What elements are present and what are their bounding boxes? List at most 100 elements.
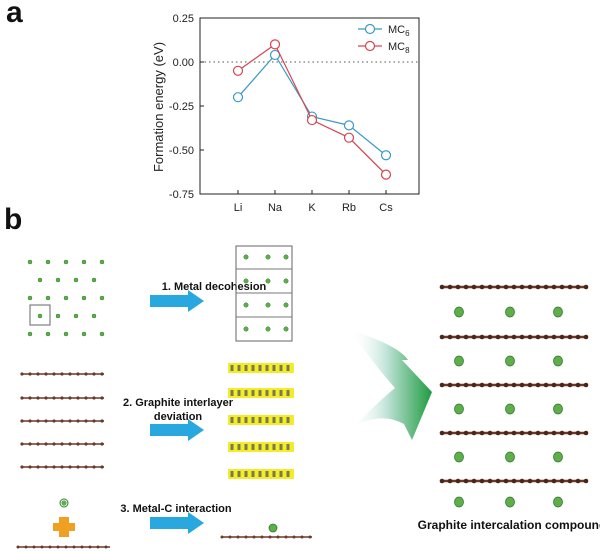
carbon-atom [36, 372, 40, 376]
carbon-atom [28, 442, 32, 446]
metal-atom [73, 277, 79, 283]
carbon-atom [439, 284, 445, 290]
metal-atom [243, 302, 249, 308]
carbon-atom [535, 284, 541, 290]
carbon-atom [258, 444, 262, 450]
legend-label-mc8: MC8 [388, 41, 410, 55]
step-3-arrow [150, 512, 204, 534]
carbon-atom [20, 419, 24, 423]
carbon-atom [551, 334, 557, 340]
carbon-atom [16, 545, 20, 549]
intercalated-metal-atom [454, 451, 464, 463]
carbon-atom [583, 478, 589, 484]
carbon-atom [100, 465, 104, 469]
metal-atom [45, 259, 51, 265]
carbon-atom [258, 390, 262, 396]
carbon-atom [439, 478, 445, 484]
carbon-atom [286, 390, 290, 396]
carbon-atom [567, 430, 573, 436]
unit-cell-outline [29, 304, 51, 326]
metal-atom [73, 313, 79, 319]
carbon-atom [272, 417, 276, 423]
metal-atom [283, 254, 289, 260]
carbon-atom [20, 465, 24, 469]
metal-atom [55, 277, 61, 283]
carbon-atom [36, 465, 40, 469]
carbon-atom [455, 334, 461, 340]
carbon-atom [100, 396, 104, 400]
carbon-atom [447, 478, 453, 484]
carbon-atom [511, 382, 517, 388]
legend-marker-mc6 [364, 23, 376, 35]
carbon-atom [575, 334, 581, 340]
carbon-atom [100, 419, 104, 423]
graphite-interlayer-highlighted [228, 363, 294, 479]
carbon-atom [284, 535, 288, 539]
carbon-atom [272, 365, 276, 371]
data-point [232, 92, 244, 103]
carbon-atom [495, 382, 501, 388]
carbon-atom [84, 465, 88, 469]
carbon-atom [455, 284, 461, 290]
carbon-atom [527, 284, 533, 290]
carbon-atom [487, 334, 493, 340]
carbon-atom [292, 535, 296, 539]
data-point [380, 169, 392, 180]
carbon-atom [479, 430, 485, 436]
carbon-atom [92, 372, 96, 376]
metal-atom [283, 278, 289, 284]
carbon-atom [286, 444, 290, 450]
carbon-atom [535, 382, 541, 388]
carbon-atom [76, 372, 80, 376]
carbon-atom [251, 471, 255, 477]
data-point [380, 150, 392, 161]
carbon-atom [471, 284, 477, 290]
carbon-atom [543, 430, 549, 436]
carbon-atom [559, 334, 565, 340]
x-ticks: Li Na K Rb Cs [234, 190, 393, 214]
carbon-atom [527, 334, 533, 340]
carbon-atom [519, 334, 525, 340]
carbon-atom [265, 471, 269, 477]
carbon-atom [244, 365, 248, 371]
carbon-atom [80, 545, 84, 549]
carbon-atom [230, 390, 234, 396]
carbon-atom [503, 334, 509, 340]
metal-atom [243, 254, 249, 260]
carbon-atom [60, 442, 64, 446]
y-axis-label: Formation energy (eV) [151, 42, 166, 172]
carbon-atom [559, 284, 565, 290]
carbon-atom [44, 396, 48, 400]
carbon-atom [519, 284, 525, 290]
carbon-atom [237, 417, 241, 423]
metal-atom [37, 313, 43, 319]
carbon-atom [487, 382, 493, 388]
intercalated-metal-atom [454, 496, 464, 508]
carbon-atom [308, 535, 312, 539]
carbon-atom [495, 430, 501, 436]
carbon-atom [68, 396, 72, 400]
y-tick-label: -0.25 [169, 101, 194, 113]
carbon-atom [495, 334, 501, 340]
carbon-atom [543, 382, 549, 388]
x-tick-label: Cs [379, 202, 393, 214]
carbon-atom [479, 478, 485, 484]
metal-atom [268, 523, 278, 533]
legend: MC6 MC8 [358, 23, 410, 55]
carbon-atom [244, 535, 248, 539]
step-3-label: 3. Metal-C interaction [120, 503, 232, 515]
carbon-atom [272, 390, 276, 396]
carbon-atom [272, 444, 276, 450]
carbon-atom [543, 284, 549, 290]
data-point [343, 120, 355, 131]
step-2-label-line2: deviation [154, 411, 203, 423]
carbon-atom [286, 471, 290, 477]
series-layer [232, 39, 392, 180]
carbon-atom [265, 444, 269, 450]
metal-atom [243, 278, 249, 284]
metal-atom [265, 302, 271, 308]
metal-atom [99, 295, 105, 301]
metal-atom [283, 302, 289, 308]
carbon-atom [535, 478, 541, 484]
